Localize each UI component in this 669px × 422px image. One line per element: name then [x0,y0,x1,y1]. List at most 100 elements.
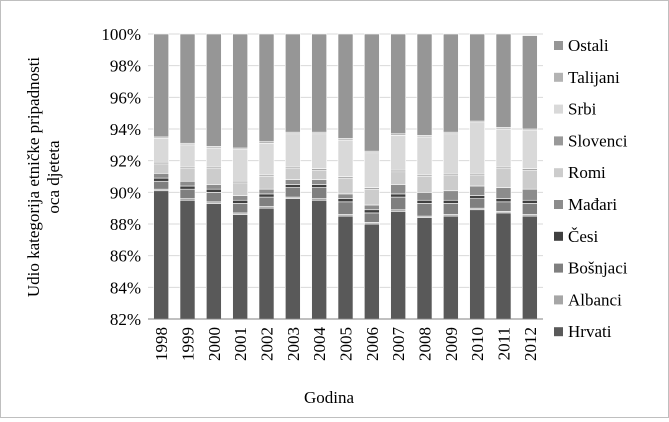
bar-stack-2004 [311,33,327,320]
legend-swatch [554,136,563,146]
bar-segment-mađari [258,188,275,195]
bar-segment-bošnjaci [364,212,380,223]
legend-label: Slovenci [568,131,628,150]
bar-segment-bošnjaci [337,201,354,215]
y-axis-label: Udio kategorija etničke pripadnosti oca … [24,57,63,298]
bar-segment-česi [311,184,327,188]
y-tick-label: 100% [101,25,141,44]
bar-segment-hrvati [258,207,275,320]
x-tick-label: 2003 [284,327,303,361]
bar-segment-mađari [495,187,512,199]
y-tick-label: 82% [110,310,141,329]
bar-segment-česi [522,199,538,204]
bar-stack-2008 [416,33,433,320]
bar-segment-mađari [416,192,433,201]
bar-segment-bošnjaci [153,180,169,190]
bar-segment-mađari [390,184,406,195]
bar-segment-hrvati [443,215,459,320]
bar-segment-hrvati [522,215,538,320]
x-tick-label: 2010 [468,327,487,361]
bar-segment-mađari [311,179,327,185]
legend-item-bošnjaci: Bošnjaci [554,259,628,278]
legend-item-srbi: Srbi [554,100,597,119]
bar-segment-srbi [416,136,433,176]
bar-stack-1999 [179,33,196,320]
bar-segment-srbi [311,133,327,169]
bar-segment-ostali [206,33,222,147]
bar-segment-česi [232,199,248,204]
bar-segment-mađari [469,185,485,196]
legend-item-romi: Romi [554,163,606,182]
bar-segment-romi [495,168,512,188]
x-tick-label: 2012 [521,327,540,361]
legend-item-albanci: Albanci [554,290,622,309]
bar-segment-hrvati [337,215,354,320]
bar-segment-hrvati [153,190,169,320]
bar-segment-hrvati [469,209,485,320]
bar-segment-hrvati [364,223,380,320]
bar-segment-bošnjaci [232,203,248,214]
bar-segment-ostali [364,33,380,152]
bar-segment-bošnjaci [469,198,485,209]
bar-stack-2005 [337,33,354,320]
y-tick-label: 88% [110,215,141,234]
bar-segment-srbi [206,147,222,168]
bar-segment-česi [206,188,222,193]
bar-segment-romi [258,176,275,190]
bar-segment-bošnjaci [311,187,327,199]
bar-segment-mađari [206,184,222,190]
bar-segment-česi [337,198,354,203]
y-tick-label: 92% [110,152,141,171]
bar-segment-mađari [443,190,459,201]
legend-label: Talijani [568,68,620,87]
bar-segment-bošnjaci [285,187,301,198]
bar-stack-2002 [258,33,275,320]
legend-swatch [554,231,563,241]
legend-swatch [554,168,563,178]
x-tick-label: 2002 [258,327,277,361]
x-tick-label: 1999 [179,327,198,361]
bar-segment-ostali [285,33,301,133]
x-tick-label: 2008 [416,327,435,361]
x-tick-label: 1998 [152,327,171,361]
bar-stack-2012 [522,35,538,320]
bar-segment-bošnjaci [390,196,406,211]
bar-segment-srbi [522,130,538,169]
bar-segment-bošnjaci [179,188,196,199]
legend-label: Hrvati [568,322,612,341]
bar-segment-ostali [469,33,485,122]
bar-segment-romi [522,169,538,190]
legend-swatch [554,200,563,209]
y-tick-label: 84% [110,278,141,297]
bar-segment-hrvati [206,203,222,320]
bars [153,33,538,320]
bar-segment-ostali [179,33,196,144]
bar-segment-srbi [390,135,406,171]
y-axis-label-line-2: oca djeteta [44,140,63,214]
bar-segment-romi [232,182,248,196]
bar-segment-ostali [258,33,275,142]
bar-segment-romi [285,168,301,180]
bar-segment-romi [179,168,196,182]
bar-segment-ostali [337,33,354,139]
bar-segment-česi [153,177,169,182]
x-tick-label: 2000 [205,327,224,361]
bar-segment-česi [258,193,275,198]
bar-segment-ostali [153,33,169,138]
bar-segment-ostali [311,33,327,133]
bar-stack-2001 [232,33,248,320]
bar-segment-bošnjaci [522,203,538,215]
bar-segment-bošnjaci [206,192,222,203]
bar-stack-2011 [495,33,512,320]
bar-segment-romi [337,177,354,195]
bar-segment-bošnjaci [443,203,459,215]
bar-segment-hrvati [179,199,196,320]
bar-segment-srbi [258,142,275,176]
bar-segment-bošnjaci [258,196,275,207]
bar-stack-2010 [469,33,485,320]
bar-segment-česi [364,209,380,214]
legend-label: Albanci [568,290,622,309]
bar-segment-mađari [522,188,538,201]
